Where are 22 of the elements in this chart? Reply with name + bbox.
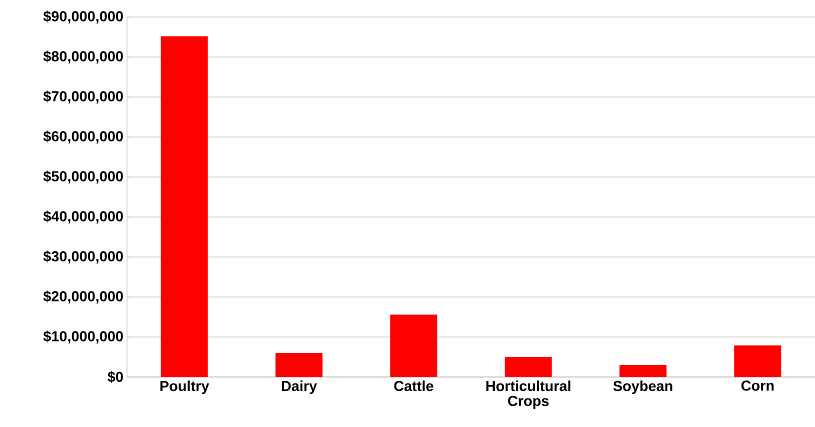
y-tick-label: $90,000,000: [43, 10, 123, 24]
y-tick-label: $60,000,000: [43, 130, 123, 144]
y-tick-label: $10,000,000: [43, 330, 123, 344]
y-tick-label: $50,000,000: [43, 170, 123, 184]
x-tick-label: Soybean: [613, 380, 672, 394]
x-tick-label: Horticultural Crops: [486, 380, 570, 409]
x-tick-label: Dairy: [282, 380, 317, 394]
y-tick-label: $80,000,000: [43, 50, 123, 64]
bar: [160, 36, 208, 377]
y-tick-label: $0: [108, 371, 123, 383]
bar: [390, 314, 438, 377]
bar: [504, 357, 552, 377]
bar: [620, 365, 666, 377]
bar: [734, 345, 782, 377]
y-tick-label: $30,000,000: [43, 250, 123, 264]
bar: [276, 353, 322, 377]
x-tick-label: Corn: [741, 380, 774, 391]
y-tick-label: $20,000,000: [43, 290, 123, 304]
y-tick-label: $70,000,000: [43, 90, 123, 104]
x-tick-label: Poultry: [160, 380, 210, 394]
x-tick-label: Cattle: [394, 380, 434, 392]
y-tick-label: $40,000,000: [43, 210, 123, 224]
